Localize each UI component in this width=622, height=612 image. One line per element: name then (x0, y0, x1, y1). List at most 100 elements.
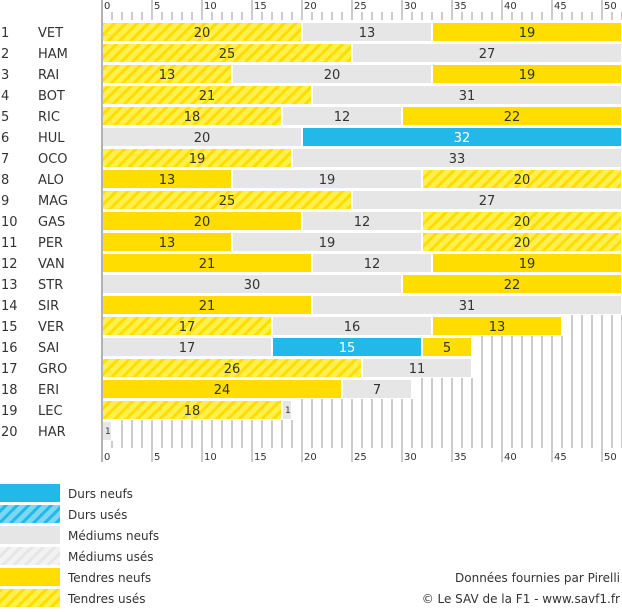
legend-label: Durs usés (68, 508, 127, 522)
stint-bar-TN (103, 212, 301, 230)
driver-label: PER (38, 236, 63, 251)
top-tick-label: 10 (204, 1, 217, 12)
stint-label: 19 (319, 236, 336, 251)
stint-bar-TU (103, 44, 351, 62)
stint-label: 20 (324, 68, 341, 83)
stint-bar-TN (103, 296, 311, 314)
driver-label: ERI (38, 383, 59, 398)
stint-label: 16 (344, 320, 361, 335)
driver-label: GAS (38, 215, 65, 230)
driver-label: RAI (38, 68, 59, 83)
driver-label: HUL (38, 131, 65, 146)
stint-bar-MN (283, 107, 401, 125)
driver-label: VER (38, 320, 64, 335)
position-label: 15 (1, 320, 18, 335)
position-label: 8 (1, 173, 9, 188)
stint-bar-DN (273, 338, 421, 356)
stint-label: 31 (459, 299, 476, 314)
driver-label: VET (38, 26, 63, 41)
stint-label: 19 (519, 257, 536, 272)
stint-label: 33 (449, 152, 466, 167)
stint-bar-MN (343, 380, 411, 398)
stint-bar-TU (103, 191, 351, 209)
stint-label: 20 (514, 173, 531, 188)
driver-label: SAI (38, 341, 59, 356)
stint-label: 12 (334, 110, 351, 125)
position-label: 5 (1, 110, 9, 125)
legend-label: Médiums neufs (68, 529, 159, 543)
stint-label: 20 (194, 131, 211, 146)
stint-bar-MN (233, 233, 421, 251)
legend-swatch-DU (0, 505, 60, 523)
stint-bar-MN (233, 170, 421, 188)
stint-label: 12 (354, 215, 371, 230)
stint-bar-TN (433, 317, 561, 335)
driver-label: MAG (38, 194, 68, 209)
stint-label: 20 (514, 215, 531, 230)
driver-label: VAN (38, 257, 65, 272)
stint-bar-MN (303, 23, 431, 41)
stint-bar-MN (353, 191, 621, 209)
position-label: 16 (1, 341, 18, 356)
stint-label: 18 (184, 404, 201, 419)
stint-label: 17 (179, 320, 196, 335)
bottom-tick-label: 25 (354, 452, 367, 463)
stint-label: 7 (373, 383, 381, 398)
stint-bar-TN (103, 233, 231, 251)
stint-bar-MN (233, 65, 431, 83)
top-tick-label: 30 (404, 1, 417, 12)
position-label: 14 (1, 299, 18, 314)
bottom-tick-label: 20 (304, 452, 317, 463)
stint-label: 13 (489, 320, 506, 335)
bars: 1 VET 20 13 192 HAM 25 273 RAI 13 20 194 BOT 21 315 RIC… (1, 23, 621, 440)
stint-label: 25 (219, 47, 236, 62)
stint-label: 18 (184, 110, 201, 125)
stint-bar-TN (103, 170, 231, 188)
stint-label: 13 (159, 236, 176, 251)
stint-bar-MN (273, 317, 431, 335)
stint-bar-MN (293, 149, 621, 167)
legend-label: Tendres usés (67, 592, 146, 606)
stint-label: 19 (319, 173, 336, 188)
stint-bar-DN (303, 128, 621, 146)
stint-bar-TU (103, 86, 311, 104)
stint-bar-TU (103, 359, 361, 377)
stint-label: 13 (159, 68, 176, 83)
stint-bar-MN (313, 254, 431, 272)
stint-label: 19 (189, 152, 206, 167)
stint-bar-MN (363, 359, 471, 377)
stint-bar-TN (103, 254, 311, 272)
top-tick-label: 35 (454, 1, 467, 12)
stint-bar-MN (303, 212, 421, 230)
driver-label: GRO (38, 362, 67, 377)
position-label: 7 (1, 152, 9, 167)
position-label: 4 (1, 89, 9, 104)
position-label: 20 (1, 425, 18, 440)
stint-label: 21 (199, 89, 216, 104)
top-tick-label: 0 (104, 1, 110, 12)
bottom-tick-label: 40 (504, 452, 517, 463)
stint-label: 13 (159, 173, 176, 188)
position-label: 6 (1, 131, 9, 146)
stint-bar-TN (433, 23, 621, 41)
stint-label: 1 (105, 427, 111, 437)
stint-label: 20 (194, 215, 211, 230)
position-label: 19 (1, 404, 18, 419)
bottom-tick-label: 30 (404, 452, 417, 463)
position-label: 1 (1, 26, 9, 41)
stint-bar-MN (313, 86, 621, 104)
bottom-tick-label: 10 (204, 452, 217, 463)
stint-label: 24 (214, 383, 231, 398)
legend-label: Durs neufs (68, 487, 133, 501)
bottom-tick-label: 15 (254, 452, 267, 463)
driver-label: OCO (38, 152, 68, 167)
bottom-tick-label: 5 (154, 452, 160, 463)
stint-label: 27 (479, 194, 496, 209)
stint-label: 13 (359, 26, 376, 41)
driver-label: HAR (38, 425, 66, 440)
bottom-tick-label: 0 (104, 452, 110, 463)
stint-bar-MN (283, 401, 291, 419)
legend-label: Médiums usés (68, 550, 154, 564)
driver-label: RIC (38, 110, 60, 125)
legend-label: Tendres neufs (67, 571, 151, 585)
